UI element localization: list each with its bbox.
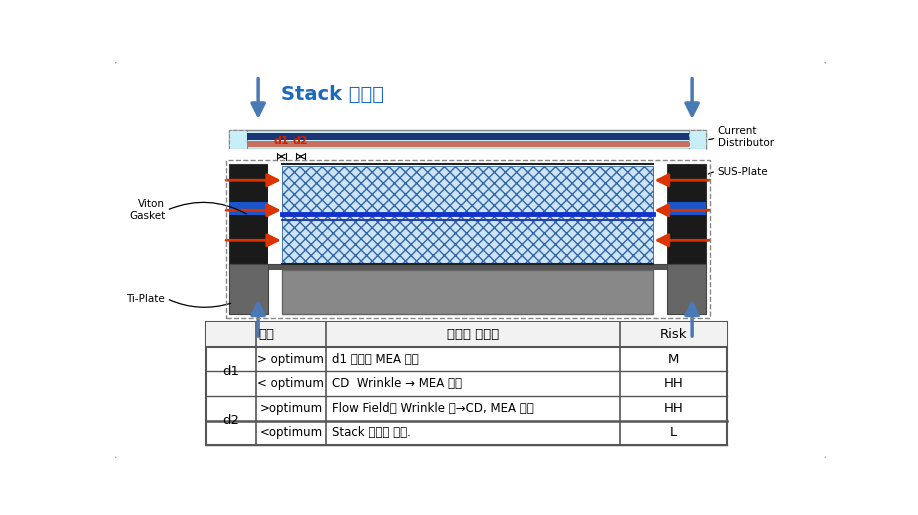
Bar: [667, 164, 706, 264]
Text: HH: HH: [664, 377, 684, 390]
Bar: [230, 264, 706, 270]
Text: d1 사이에 MEA 삽입: d1 사이에 MEA 삽입: [332, 353, 419, 366]
Bar: [230, 264, 268, 314]
Text: < optimum: < optimum: [257, 377, 324, 390]
Text: Current
Distributor: Current Distributor: [718, 126, 774, 148]
Bar: [207, 322, 727, 347]
Bar: [654, 164, 667, 264]
Bar: [282, 214, 654, 220]
Bar: [282, 220, 654, 264]
Text: HH: HH: [664, 402, 684, 415]
Text: >optimum: >optimum: [259, 402, 322, 415]
Bar: [230, 149, 706, 164]
Text: CD  Wrinkle → MEA 파손: CD Wrinkle → MEA 파손: [332, 377, 462, 390]
Bar: [654, 270, 706, 287]
Bar: [282, 166, 654, 214]
Bar: [282, 164, 654, 264]
Text: SUS-Plate: SUS-Plate: [718, 167, 768, 177]
Bar: [282, 166, 654, 214]
Text: Risk: Risk: [660, 328, 688, 341]
Text: > optimum: > optimum: [257, 353, 324, 366]
Bar: [282, 220, 654, 264]
Text: d1: d1: [222, 365, 240, 378]
Text: <optimum: <optimum: [259, 426, 322, 439]
Bar: [226, 160, 710, 318]
Text: L: L: [670, 426, 677, 439]
Bar: [247, 133, 689, 141]
Text: 변수: 변수: [258, 328, 274, 341]
FancyBboxPatch shape: [113, 60, 828, 460]
Text: d2: d2: [293, 136, 308, 146]
Bar: [667, 264, 706, 314]
Bar: [268, 164, 282, 264]
Text: M: M: [668, 353, 679, 366]
Text: Ti-Plate: Ti-Plate: [127, 294, 165, 303]
Bar: [689, 130, 706, 149]
Bar: [230, 130, 706, 149]
Bar: [230, 202, 268, 215]
Text: 일어날 가능성: 일어날 가능성: [447, 328, 499, 341]
Bar: [230, 270, 282, 287]
Text: d1: d1: [274, 136, 289, 146]
Bar: [230, 164, 268, 264]
Text: Stack 조립이 힘듦.: Stack 조립이 힘듦.: [332, 426, 411, 439]
Bar: [282, 214, 654, 220]
Text: Flow Field는 Wrinkle 됨→CD, MEA 파손: Flow Field는 Wrinkle 됨→CD, MEA 파손: [332, 402, 534, 415]
Text: Stack 체결력: Stack 체결력: [282, 84, 385, 104]
Bar: [667, 202, 706, 215]
Bar: [247, 141, 689, 147]
Bar: [207, 322, 727, 445]
Bar: [282, 270, 654, 314]
Bar: [230, 130, 247, 149]
Text: d2: d2: [222, 414, 240, 427]
Text: Viton
Gasket: Viton Gasket: [129, 199, 165, 221]
